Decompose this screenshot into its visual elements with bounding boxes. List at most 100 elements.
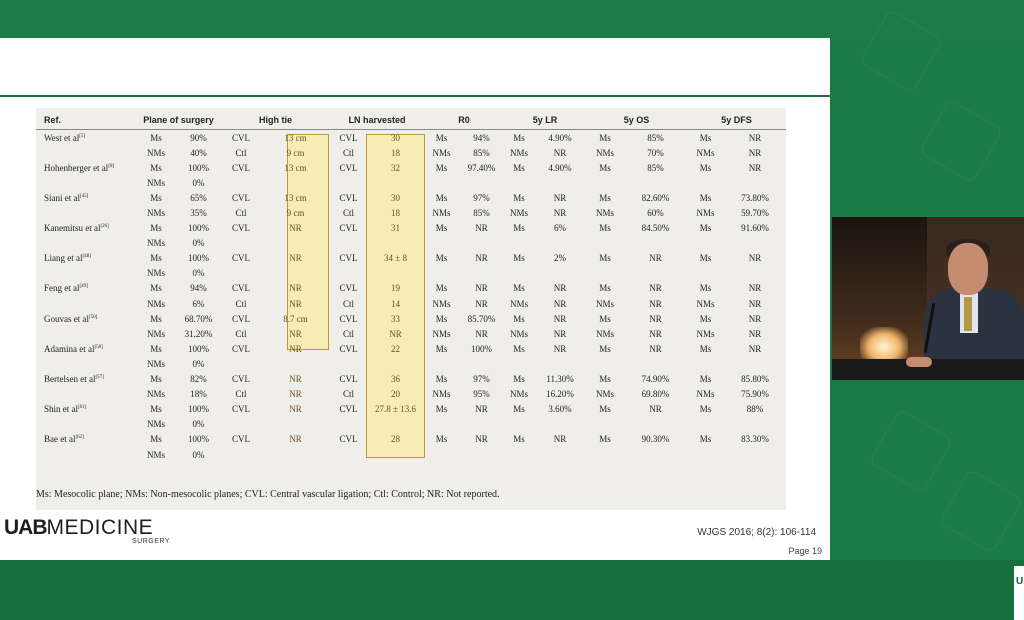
slide-header-rule	[0, 95, 830, 97]
cell-ref	[36, 447, 136, 462]
table-cell: 75.90%	[741, 389, 769, 400]
table-cell: NR	[748, 328, 762, 339]
table-cell: 100%	[188, 434, 209, 445]
table-cell	[534, 266, 586, 281]
table-cell: Ms	[435, 223, 448, 234]
table-cell: NR	[475, 298, 488, 309]
table-cell: CVL	[339, 343, 358, 354]
table-cell: Ctl	[235, 147, 247, 158]
table-cell: NMs	[696, 298, 715, 309]
table-cell: NR	[289, 404, 302, 415]
table-cell: NMs	[696, 147, 715, 158]
table-cell: NR	[553, 313, 567, 324]
table-cell: NMs	[432, 208, 451, 219]
table-row: NMs 18% Ctl NR Ctl 20 NMs 95% NMs 16.20% NMs 69.80%…	[36, 387, 786, 402]
table-cell	[586, 356, 624, 371]
table-cell	[504, 266, 534, 281]
table-cell: NMs	[432, 389, 451, 400]
table-cell: NMs	[696, 208, 715, 219]
table-cell	[221, 447, 261, 462]
table-cell: Ms	[699, 434, 712, 445]
table-cell: 13 cm	[284, 132, 307, 143]
ref-citation: [49]	[79, 284, 88, 290]
table-cell: NR	[289, 434, 302, 445]
table-cell: Ms	[150, 223, 162, 234]
background-hexagon	[918, 98, 1004, 184]
table-cell: CVL	[232, 162, 250, 173]
table-cell: Ms	[435, 192, 448, 203]
header-5y-os: 5y OS	[586, 110, 688, 130]
table-cell: CVL	[232, 192, 250, 203]
presentation-slide: Ref. Plane of surgery High tie LN harves…	[0, 38, 830, 560]
table-cell	[504, 356, 534, 371]
table-cell: Ms	[150, 162, 162, 173]
table-cell: Ms	[699, 343, 712, 354]
table-cell	[261, 175, 330, 190]
cell-ref: Shin et al[61]	[36, 402, 136, 417]
table-cell: NR	[553, 343, 567, 354]
header-high-tie: High tie	[221, 110, 330, 130]
ref-citation: [62]	[75, 435, 84, 441]
table-cell: NR	[553, 298, 567, 309]
table-cell	[261, 447, 330, 462]
table-cell: 85%	[647, 162, 664, 173]
table-cell: Ms	[150, 192, 162, 203]
table-cell	[534, 417, 586, 432]
table-cell: NMs	[510, 208, 529, 219]
table-cell: Ms	[599, 192, 611, 203]
table-cell: 97%	[473, 374, 490, 385]
background-bottom	[0, 560, 1024, 620]
cell-ref	[36, 326, 136, 341]
table-cell: Ms	[435, 313, 448, 324]
table-cell	[534, 356, 586, 371]
table-cell: 85.80%	[741, 374, 769, 385]
ref-author: West et al	[44, 132, 80, 143]
ref-citation: [26]	[100, 224, 109, 230]
table-cell: Ms	[150, 132, 162, 143]
table-cell: NR	[289, 283, 302, 294]
cell-ref	[36, 145, 136, 160]
table-cell: 36	[391, 374, 400, 385]
table-cell	[459, 417, 504, 432]
table-cell: 82%	[190, 374, 207, 385]
table-row: Hohenberger et al[8] Ms 100% CVL 13 cm CVL 32 M…	[36, 160, 786, 175]
table-cell: Ms	[513, 132, 525, 143]
table-footnote: Ms: Mesocolic plane; NMs: Non-mesocolic …	[36, 489, 500, 500]
table-cell: 33	[391, 313, 400, 324]
ref-citation: [61]	[78, 405, 87, 411]
table-cell: 90%	[190, 132, 207, 143]
ref-author: Liang et al	[44, 253, 83, 264]
table-cell: NMs	[596, 298, 615, 309]
table-cell: 16.20%	[546, 389, 574, 400]
table-cell: NMs	[510, 147, 529, 158]
ref-author: Feng et al	[44, 283, 80, 294]
table-cell: NR	[748, 162, 762, 173]
ln-harvested-highlight	[366, 134, 425, 458]
table-cell: NR	[289, 374, 302, 385]
table-cell: CVL	[339, 192, 358, 203]
table-cell	[367, 236, 424, 251]
table-cell	[221, 175, 261, 190]
table-cell: NMs	[510, 389, 529, 400]
table-cell: NMs	[432, 298, 451, 309]
table-row: NMs 6% Ctl NR Ctl 14 NMs NR NMs NR NMs NR NMs NR	[36, 296, 786, 311]
table-cell: CVL	[339, 162, 358, 173]
table-cell	[687, 447, 724, 462]
table-cell: Ctl	[235, 298, 247, 309]
table-cell: 11.30%	[546, 374, 574, 385]
table-cell: 31	[391, 223, 400, 234]
table-cell: CVL	[339, 313, 358, 324]
ref-author: Shin et al	[44, 404, 78, 415]
table-cell: 60%	[647, 208, 664, 219]
table-cell	[459, 356, 504, 371]
table-cell	[586, 236, 624, 251]
table-cell: 100%	[188, 162, 209, 173]
ref-citation: [58]	[94, 344, 103, 350]
ref-author: Kanemitsu et al	[44, 223, 101, 234]
table-cell	[330, 266, 367, 281]
table-cell: NR	[289, 328, 302, 339]
table-cell: 14	[391, 298, 400, 309]
table-cell: CVL	[339, 253, 358, 264]
table-cell: NMs	[146, 298, 165, 309]
table-cell: NR	[748, 132, 762, 143]
